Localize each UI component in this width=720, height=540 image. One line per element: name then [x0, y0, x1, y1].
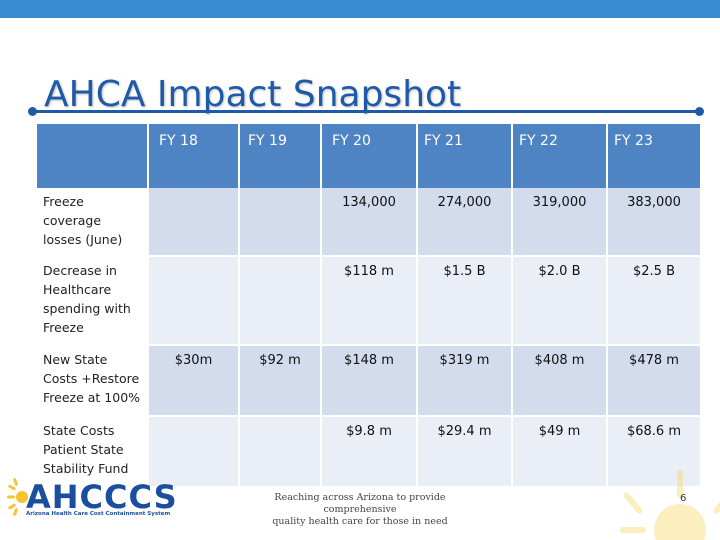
header-fy23: FY 23: [607, 124, 702, 188]
row-label: Freeze coverage losses (June): [37, 188, 149, 257]
table-cell: $2.0 B: [512, 256, 608, 346]
table-cell: $319 m: [417, 345, 513, 417]
table-cell: $68.6 m: [607, 416, 702, 488]
top-accent-bar: [0, 0, 720, 18]
header-fy20: FY 20: [321, 124, 418, 188]
footer-tagline: Reaching across Arizona to provide compr…: [240, 492, 480, 528]
table-row: Freeze coverage losses (June) 134,000 27…: [37, 188, 702, 257]
table-header-row: FY 18 FY 19 FY 20 FY 21 FY 22 FY 23: [37, 124, 702, 188]
logo-wordmark: AHCCCS: [26, 478, 178, 516]
table-cell: $9.8 m: [321, 416, 418, 488]
table-cell: $29.4 m: [417, 416, 513, 488]
table-cell: $478 m: [607, 345, 702, 417]
impact-table: FY 18 FY 19 FY 20 FY 21 FY 22 FY 23 Free…: [37, 124, 702, 488]
slide-title: AHCA Impact Snapshot: [44, 74, 462, 115]
row-label: Decrease in Healthcare spending with Fre…: [37, 256, 149, 346]
title-rule: [32, 110, 699, 113]
table-cell: $118 m: [321, 256, 418, 346]
table-cell: $92 m: [239, 345, 322, 417]
header-fy19: FY 19: [239, 124, 322, 188]
table-cell: $148 m: [321, 345, 418, 417]
table-cell: $408 m: [512, 345, 608, 417]
table-cell: 134,000: [321, 188, 418, 257]
header-cell-empty: [37, 124, 149, 188]
rule-endpoint-left: [28, 107, 37, 116]
table-cell: [148, 256, 240, 346]
logo-subtitle: Arizona Health Care Cost Containment Sys…: [26, 511, 171, 517]
table-row: Decrease in Healthcare spending with Fre…: [37, 256, 702, 346]
table-cell: [239, 416, 322, 488]
table-cell: $30m: [148, 345, 240, 417]
table-cell: $2.5 B: [607, 256, 702, 346]
table-cell: [239, 188, 322, 257]
table-row: New State Costs +Restore Freeze at 100% …: [37, 345, 702, 417]
table-cell: 383,000: [607, 188, 702, 257]
table-cell: [148, 416, 240, 488]
header-fy21: FY 21: [417, 124, 513, 188]
sunburst-decoration: [620, 470, 720, 540]
table-cell: $1.5 B: [417, 256, 513, 346]
table-cell: [148, 188, 240, 257]
tagline-line-2: quality health care for those in need: [272, 516, 448, 527]
page-number: 6: [680, 493, 687, 504]
table-cell: $49 m: [512, 416, 608, 488]
sun-icon: [7, 478, 28, 516]
row-label: New State Costs +Restore Freeze at 100%: [37, 345, 149, 417]
table-cell: 319,000: [512, 188, 608, 257]
header-fy18: FY 18: [148, 124, 240, 188]
row-label: State Costs Patient State Stability Fund: [37, 416, 149, 488]
table-cell: 274,000: [417, 188, 513, 257]
header-fy22: FY 22: [512, 124, 608, 188]
table-row: State Costs Patient State Stability Fund…: [37, 416, 702, 488]
tagline-line-1: Reaching across Arizona to provide compr…: [274, 492, 446, 515]
rule-endpoint-right: [695, 107, 704, 116]
table-cell: [239, 256, 322, 346]
